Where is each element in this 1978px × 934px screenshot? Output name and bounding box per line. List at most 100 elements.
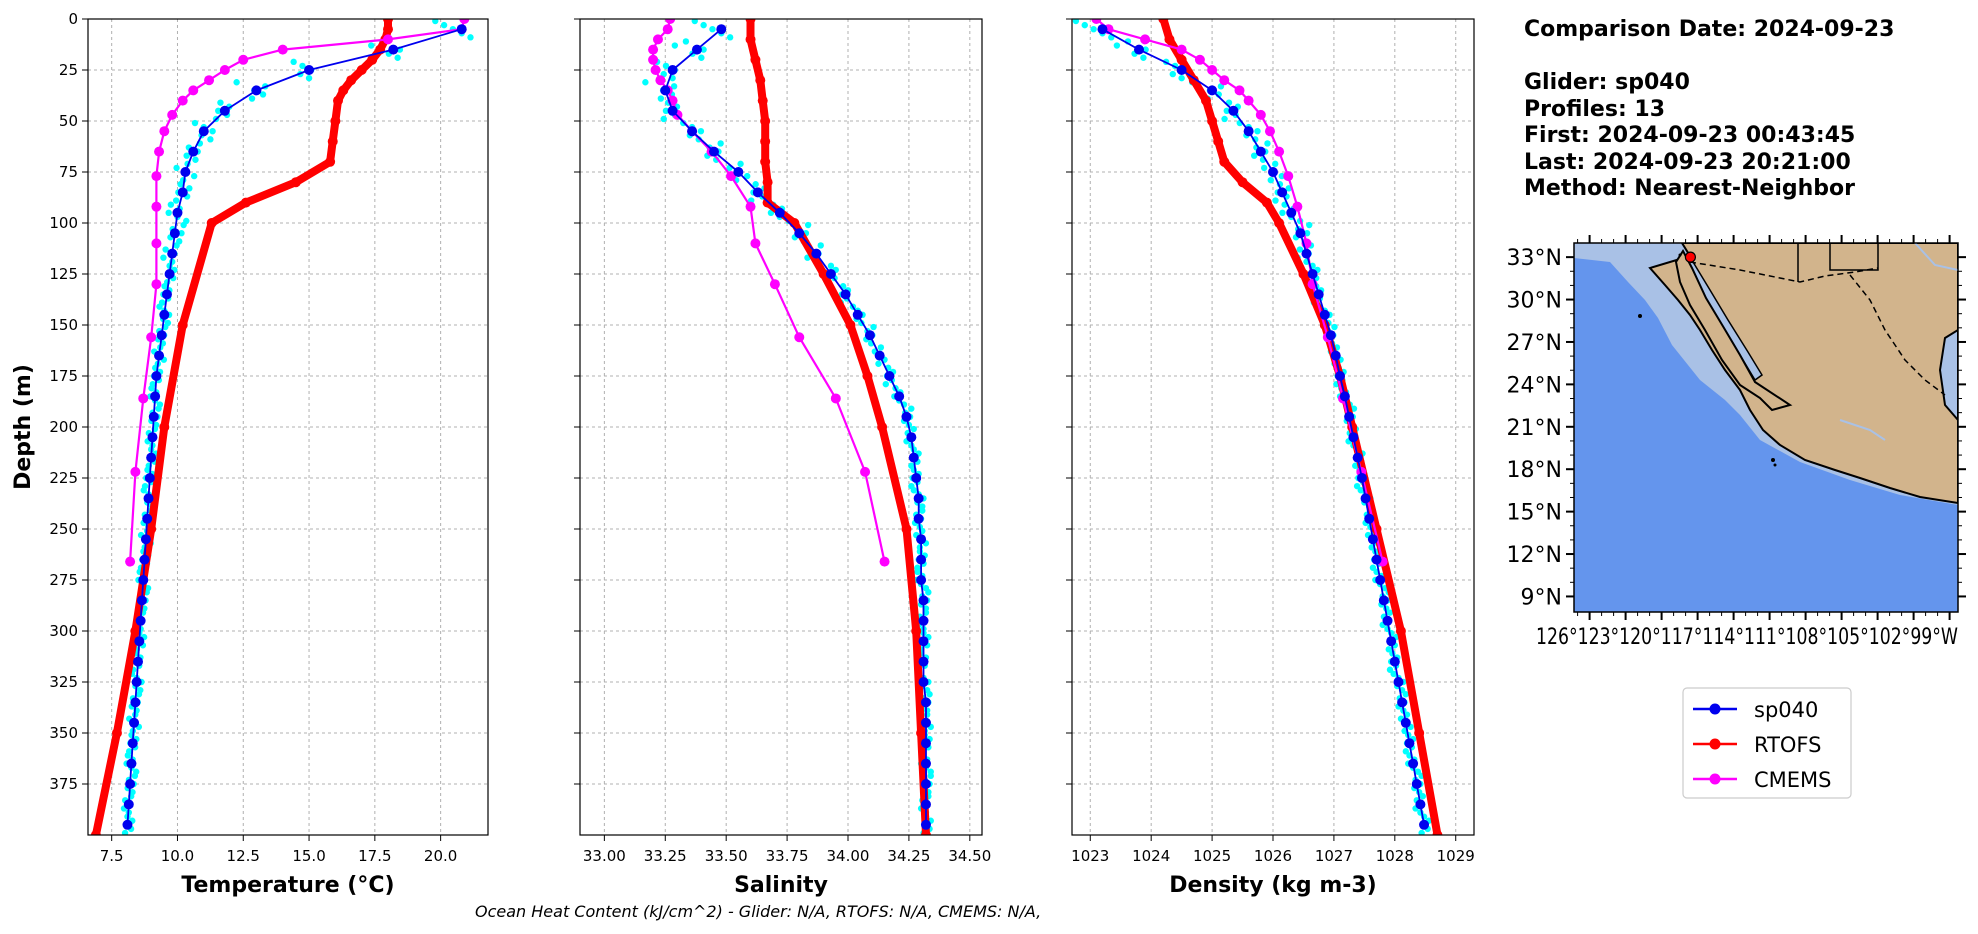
series-point-sp040 xyxy=(918,615,929,626)
series-point-cmems xyxy=(130,466,141,477)
series-point-cmems xyxy=(177,95,188,106)
series-point-cmems xyxy=(167,109,178,120)
series-point-sp040 xyxy=(920,697,931,708)
series-point-sp040 xyxy=(1375,575,1386,585)
legend-frame xyxy=(1682,687,1852,799)
series-point-cmems xyxy=(146,332,157,343)
y-tick-label: 125 xyxy=(49,265,78,283)
series-point-rtofs xyxy=(346,75,357,86)
x-axis-label: Salinity xyxy=(734,873,828,898)
series-point-sp040 xyxy=(1243,126,1254,137)
series-point-sp040 xyxy=(150,391,161,402)
series-point-cmems xyxy=(650,65,661,75)
raw-glider-point xyxy=(682,38,690,45)
series-point-cmems xyxy=(459,19,470,24)
raw-glider-point xyxy=(1350,405,1358,412)
series-point-sp040 xyxy=(143,493,154,504)
y-tick-label: 225 xyxy=(49,469,78,487)
series-point-cmems xyxy=(794,332,805,343)
series-point-sp040 xyxy=(251,85,262,96)
series-point-sp040 xyxy=(136,595,147,606)
series-point-sp040 xyxy=(687,126,698,137)
series-point-sp040 xyxy=(920,779,931,789)
series-point-sp040 xyxy=(129,717,140,728)
series-point-sp040 xyxy=(219,105,230,116)
series-point-rtofs xyxy=(750,54,761,65)
series-point-sp040 xyxy=(811,248,822,259)
series-point-sp040 xyxy=(133,656,143,667)
legend: sp040 RTOFS CMEMS xyxy=(1682,687,1852,799)
series-point-cmems xyxy=(879,556,890,567)
series-point-rtofs xyxy=(755,75,766,86)
raw-glider-point xyxy=(299,62,306,70)
raw-glider-point xyxy=(642,79,649,86)
series-point-rtofs xyxy=(760,136,771,147)
series-point-cmems xyxy=(159,126,170,137)
raw-glider-point xyxy=(726,34,734,41)
y-tick-label: 200 xyxy=(49,418,78,436)
series-point-sp040 xyxy=(918,595,929,606)
series-point-rtofs xyxy=(367,54,378,65)
raw-glider-point xyxy=(1386,609,1394,616)
series-point-rtofs xyxy=(338,85,349,96)
series-point-sp040 xyxy=(874,350,885,361)
raw-glider-point xyxy=(1386,666,1394,673)
raw-glider-point xyxy=(209,128,216,135)
map-border-us-states xyxy=(1797,243,1879,282)
raw-glider-point xyxy=(1414,768,1422,775)
series-point-cmems xyxy=(1292,201,1303,212)
map-island xyxy=(1638,314,1642,318)
series-point-sp040 xyxy=(138,575,149,585)
series-point-cmems xyxy=(1140,34,1151,45)
ocean-heat-content-note: Ocean Heat Content (kJ/cm^2) - Glider: N… xyxy=(475,902,1041,921)
x-tick-label: 1026 xyxy=(1254,847,1292,865)
raw-glider-point xyxy=(467,34,474,41)
series-point-sp040 xyxy=(916,534,927,545)
series-point-sp040 xyxy=(1268,167,1278,177)
series-point-sp040 xyxy=(1286,207,1297,218)
raw-glider-point xyxy=(144,466,151,474)
series-point-sp040 xyxy=(126,758,137,769)
series-point-rtofs xyxy=(911,626,922,636)
legend-swatch-marker xyxy=(1709,738,1721,750)
series-point-sp040 xyxy=(148,411,159,422)
series-point-rtofs xyxy=(877,422,888,432)
series-line-sp040 xyxy=(664,28,927,825)
x-axis-label: Density (kg m-3) xyxy=(1169,873,1377,898)
map-island xyxy=(1678,253,1682,257)
series-point-cmems xyxy=(1234,85,1245,96)
series-point-sp040 xyxy=(794,228,805,239)
series-point-sp040 xyxy=(1228,105,1239,116)
raw-glider-point xyxy=(121,829,129,835)
x-tick-label: 33.00 xyxy=(583,847,626,865)
raw-glider-point xyxy=(662,62,670,70)
series-point-sp040 xyxy=(1330,350,1341,361)
x-tick-label: 1029 xyxy=(1437,847,1475,865)
raw-glider-point xyxy=(910,425,917,433)
series-point-cmems xyxy=(277,44,288,55)
raw-glider-point xyxy=(215,107,222,115)
series-point-sp040 xyxy=(1348,432,1359,443)
map-lat-label: 27°N xyxy=(1507,331,1562,356)
y-tick-label: 250 xyxy=(49,520,78,538)
y-tick-label: 25 xyxy=(59,61,78,79)
series-point-cmems xyxy=(1274,146,1285,157)
series-point-sp040 xyxy=(131,677,142,687)
series-point-sp040 xyxy=(456,24,467,35)
series-point-cmems xyxy=(830,393,841,404)
series-point-rtofs xyxy=(745,19,756,24)
y-tick-label: 75 xyxy=(59,163,78,181)
raw-glider-point xyxy=(700,46,707,53)
series-point-rtofs xyxy=(920,830,931,835)
series-point-rtofs xyxy=(1164,34,1175,45)
raw-glider-point xyxy=(178,230,185,237)
raw-glider-point xyxy=(190,172,198,180)
series-point-cmems xyxy=(1219,75,1230,86)
series-line-cmems xyxy=(129,19,466,562)
raw-glider-point xyxy=(148,385,155,392)
plot-area xyxy=(642,19,934,835)
series-point-rtofs xyxy=(818,269,829,279)
x-tick-label: 33.50 xyxy=(705,847,748,865)
series-point-sp040 xyxy=(1411,779,1422,789)
raw-glider-point xyxy=(877,344,885,351)
